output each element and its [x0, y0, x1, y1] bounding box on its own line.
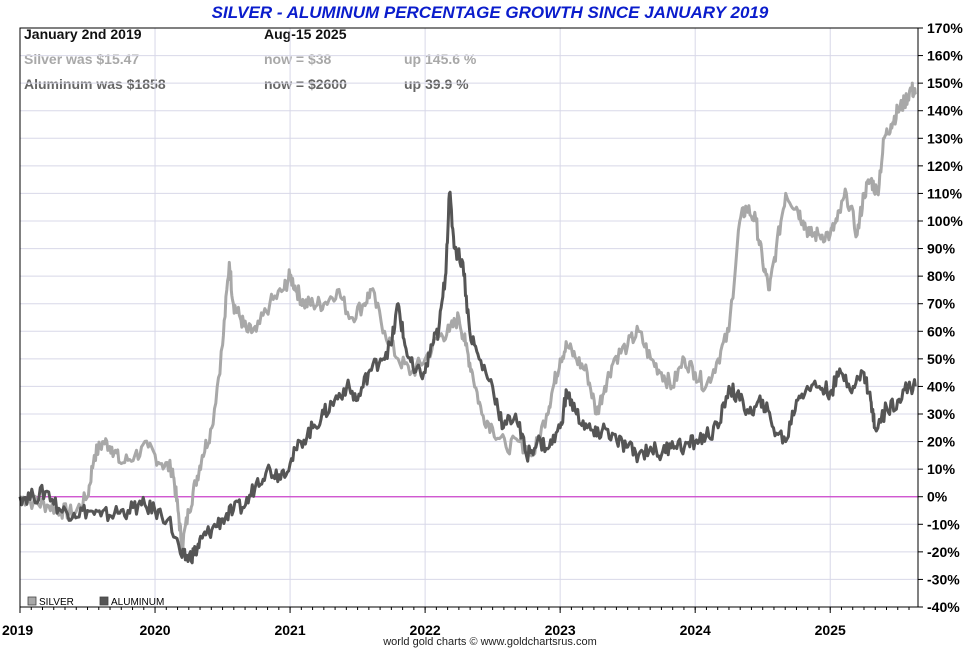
- y-tick-label: 20%: [927, 434, 956, 450]
- legend-swatch-silver: [27, 596, 37, 606]
- y-tick-label: 90%: [927, 241, 956, 257]
- chart-title: SILVER - ALUMINUM PERCENTAGE GROWTH SINC…: [211, 3, 769, 22]
- end-date-label: Aug-15 2025: [264, 26, 347, 42]
- y-tick-label: 160%: [927, 48, 963, 64]
- y-tick-label: 120%: [927, 158, 963, 174]
- silver-was-label: Silver was $15.47: [24, 51, 140, 67]
- x-tick-label: 2024: [680, 622, 711, 638]
- silver-up-label: up 145.6 %: [404, 51, 477, 67]
- y-tick-label: 80%: [927, 268, 956, 284]
- y-tick-label: 110%: [927, 185, 963, 201]
- x-tick-label: 2019: [2, 622, 33, 638]
- x-tick-label: 2021: [274, 622, 305, 638]
- legend-swatch-aluminum: [99, 596, 109, 606]
- y-tick-label: 30%: [927, 406, 956, 422]
- silver-now-label: now = $38: [264, 51, 332, 67]
- y-tick-label: 10%: [927, 461, 956, 477]
- x-tick-label: 2020: [139, 622, 170, 638]
- y-tick-label: 70%: [927, 296, 956, 312]
- series-line-silver: [19, 81, 917, 552]
- x-tick-label: 2025: [815, 622, 846, 638]
- y-tick-label: 140%: [927, 103, 963, 119]
- y-tick-label: 60%: [927, 323, 956, 339]
- y-tick-label: 150%: [927, 75, 963, 91]
- y-tick-label: 50%: [927, 351, 956, 367]
- y-tick-label: -10%: [927, 516, 960, 532]
- y-tick-label: 40%: [927, 378, 956, 394]
- y-tick-label: 130%: [927, 130, 963, 146]
- y-tick-label: 170%: [927, 20, 963, 36]
- y-tick-label: 100%: [927, 213, 963, 229]
- aluminum-was-label: Aluminum was $1858: [24, 76, 166, 92]
- legend-label-silver: SILVER: [39, 597, 74, 608]
- credit-text: world gold charts © www.goldchartsrus.co…: [383, 636, 597, 648]
- series-line-aluminum: [18, 190, 917, 565]
- x-tick-label: 2023: [545, 622, 576, 638]
- legend-label-aluminum: ALUMINUM: [111, 597, 164, 608]
- y-tick-label: 0%: [927, 489, 948, 505]
- y-tick-label: -40%: [927, 599, 960, 615]
- plot-frame: [19, 27, 919, 608]
- y-tick-label: -30%: [927, 571, 960, 587]
- x-tick-label: 2022: [410, 622, 441, 638]
- y-tick-label: -20%: [927, 544, 960, 560]
- aluminum-now-label: now = $2600: [264, 76, 347, 92]
- aluminum-up-label: up 39.9 %: [404, 76, 469, 92]
- start-date-label: January 2nd 2019: [24, 26, 142, 42]
